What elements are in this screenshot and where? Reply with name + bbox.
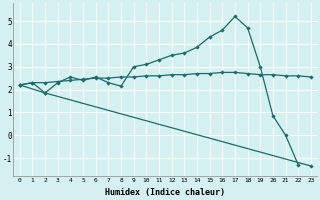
- X-axis label: Humidex (Indice chaleur): Humidex (Indice chaleur): [105, 188, 225, 197]
